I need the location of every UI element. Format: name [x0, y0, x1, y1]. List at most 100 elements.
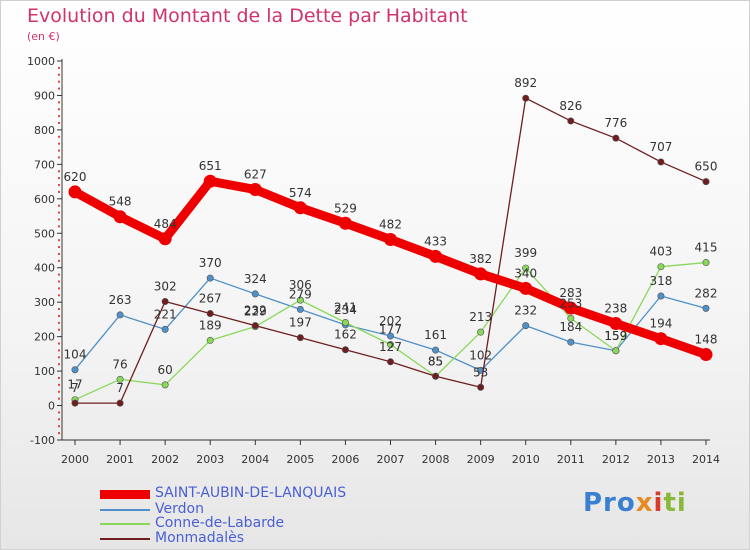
data-label: 7	[116, 381, 124, 395]
data-label: 104	[64, 348, 87, 362]
legend-label: Conne-de-Labarde	[155, 515, 285, 531]
data-point-0	[338, 216, 352, 230]
data-point-0	[293, 201, 307, 215]
data-label: 177	[379, 323, 402, 337]
data-point-0	[699, 348, 713, 362]
x-tick-label: 2009	[467, 453, 495, 466]
data-label: 382	[469, 252, 492, 266]
data-point-0	[248, 183, 262, 197]
x-tick-label: 2002	[151, 453, 179, 466]
x-tick-label: 2000	[61, 453, 89, 466]
data-point-1	[161, 325, 169, 333]
data-label: 184	[559, 320, 582, 334]
data-point-3	[341, 346, 349, 354]
data-point-1	[522, 322, 530, 330]
x-tick-label: 2007	[377, 453, 405, 466]
data-label: 85	[428, 354, 443, 368]
y-minor-tick	[58, 376, 60, 379]
data-label: 776	[604, 116, 627, 130]
data-label: 232	[514, 304, 537, 318]
y-tick-label: 700	[34, 158, 55, 171]
data-point-2	[702, 259, 710, 267]
data-point-1	[71, 366, 79, 374]
y-minor-tick	[58, 390, 60, 393]
chart-title: Evolution du Montant de la Dette par Hab…	[27, 5, 468, 27]
series-line-3	[74, 97, 707, 404]
y-minor-tick	[58, 432, 60, 435]
legend-swatch	[100, 523, 150, 525]
y-minor-tick	[58, 108, 60, 111]
y-minor-tick	[58, 418, 60, 421]
y-minor-tick	[58, 135, 60, 138]
y-tick-label: 900	[34, 89, 55, 102]
data-label: 283	[559, 286, 582, 300]
data-label: 651	[199, 159, 222, 173]
y-minor-tick	[58, 342, 60, 345]
y-minor-tick	[58, 156, 60, 159]
data-point-3	[477, 383, 485, 391]
data-point-0	[474, 267, 488, 281]
data-point-1	[251, 290, 259, 298]
y-tick-label: 100	[34, 365, 55, 378]
data-label: 415	[695, 241, 718, 255]
legend-swatch	[100, 538, 150, 540]
data-point-1	[116, 311, 124, 319]
legend-swatch	[100, 489, 150, 499]
data-point-0	[203, 174, 217, 188]
data-label: 324	[244, 272, 267, 286]
chart-unit: (en €)	[27, 30, 60, 43]
y-minor-tick	[58, 142, 60, 145]
data-label: 282	[695, 286, 718, 300]
data-label: 340	[514, 266, 537, 280]
data-label: 161	[424, 328, 447, 342]
data-label: 102	[469, 348, 492, 362]
data-label: 234	[334, 303, 357, 317]
logo-part-2: x	[635, 488, 654, 518]
y-minor-tick	[58, 218, 60, 221]
y-minor-tick	[58, 321, 60, 324]
y-minor-tick	[58, 246, 60, 249]
proxiti-logo: Proxiti	[583, 488, 687, 518]
data-point-1	[567, 338, 575, 346]
data-point-1	[206, 274, 214, 282]
legend-label: Monmadalès	[155, 530, 244, 546]
x-tick-label: 2003	[196, 453, 224, 466]
data-label: 127	[379, 340, 402, 354]
data-label: 189	[199, 318, 222, 332]
data-label: 159	[604, 329, 627, 343]
data-label: 650	[695, 160, 718, 174]
x-tick-label: 2012	[602, 453, 630, 466]
data-point-2	[161, 381, 169, 389]
y-minor-tick	[58, 349, 60, 352]
data-label: 529	[334, 201, 357, 215]
y-minor-tick	[58, 411, 60, 414]
x-tick-label: 2011	[557, 453, 585, 466]
data-label: 53	[473, 365, 488, 379]
y-tick-label: 0	[48, 400, 55, 413]
data-point-0	[654, 332, 668, 346]
data-label: 17	[67, 378, 82, 392]
logo-part-1: Pro	[583, 488, 636, 518]
data-point-1	[657, 292, 665, 300]
y-minor-tick	[58, 280, 60, 283]
legend-label: Verdon	[155, 501, 204, 517]
data-point-1	[386, 332, 394, 340]
data-label: 403	[649, 245, 672, 259]
data-point-0	[564, 301, 578, 315]
x-tick-label: 2004	[241, 453, 269, 466]
data-point-3	[251, 322, 259, 330]
y-minor-tick	[58, 397, 60, 400]
data-point-2	[386, 341, 394, 349]
y-tick-label: -100	[30, 434, 55, 447]
data-point-3	[432, 372, 440, 380]
logo-part-3: i	[653, 488, 664, 518]
y-minor-tick	[58, 287, 60, 290]
data-label: 267	[199, 292, 222, 306]
y-minor-tick	[58, 190, 60, 193]
y-minor-tick	[58, 383, 60, 386]
data-label: 548	[109, 195, 132, 209]
x-tick-label: 2013	[647, 453, 675, 466]
data-point-3	[522, 94, 530, 102]
data-point-0	[113, 210, 127, 224]
